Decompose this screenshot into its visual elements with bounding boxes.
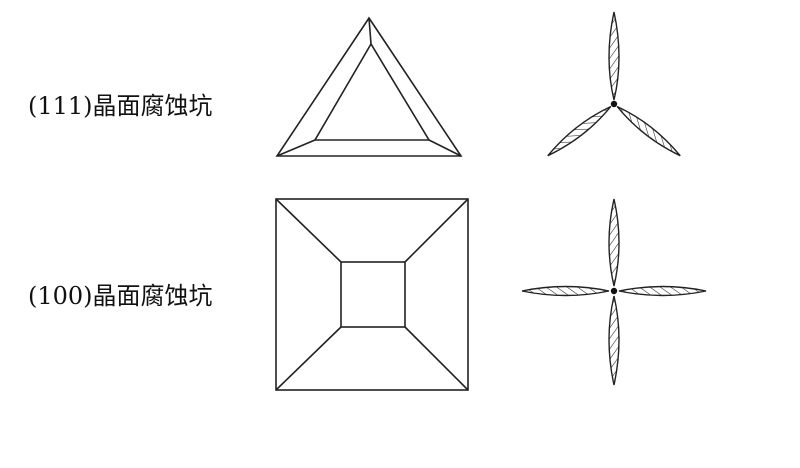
triangle-etch-pit bbox=[275, 16, 463, 157]
square-inner bbox=[340, 261, 406, 328]
triangle-edge-left bbox=[276, 139, 316, 157]
lobe-lower-left bbox=[616, 105, 681, 157]
fourfold-lobe-pattern bbox=[521, 198, 707, 386]
lobe-top bbox=[608, 11, 620, 101]
row-label-100: (100)晶面腐蚀坑 bbox=[28, 282, 213, 310]
square-edge-tl bbox=[275, 198, 342, 263]
threefold-lobe-pattern bbox=[547, 11, 681, 157]
lobe-lower-right bbox=[547, 105, 612, 157]
square-edge-br bbox=[404, 326, 469, 391]
triangle-inner bbox=[313, 42, 431, 141]
lobe-up bbox=[608, 198, 620, 287]
lobe-right bbox=[618, 285, 707, 297]
lobe-center-dot bbox=[610, 287, 618, 295]
row-label-111: (111)晶面腐蚀坑 bbox=[28, 92, 213, 120]
square-edge-tr bbox=[404, 198, 469, 263]
square-etch-pit bbox=[275, 198, 469, 391]
square-outer bbox=[275, 198, 469, 391]
lobe-center-dot bbox=[610, 100, 618, 108]
triangle-outer bbox=[275, 16, 463, 157]
square-edge-bl bbox=[275, 326, 342, 391]
lobe-left bbox=[521, 285, 610, 297]
triangle-edge-right bbox=[428, 139, 462, 157]
triangle-edge-top bbox=[368, 17, 372, 45]
lobe-down bbox=[608, 295, 620, 386]
